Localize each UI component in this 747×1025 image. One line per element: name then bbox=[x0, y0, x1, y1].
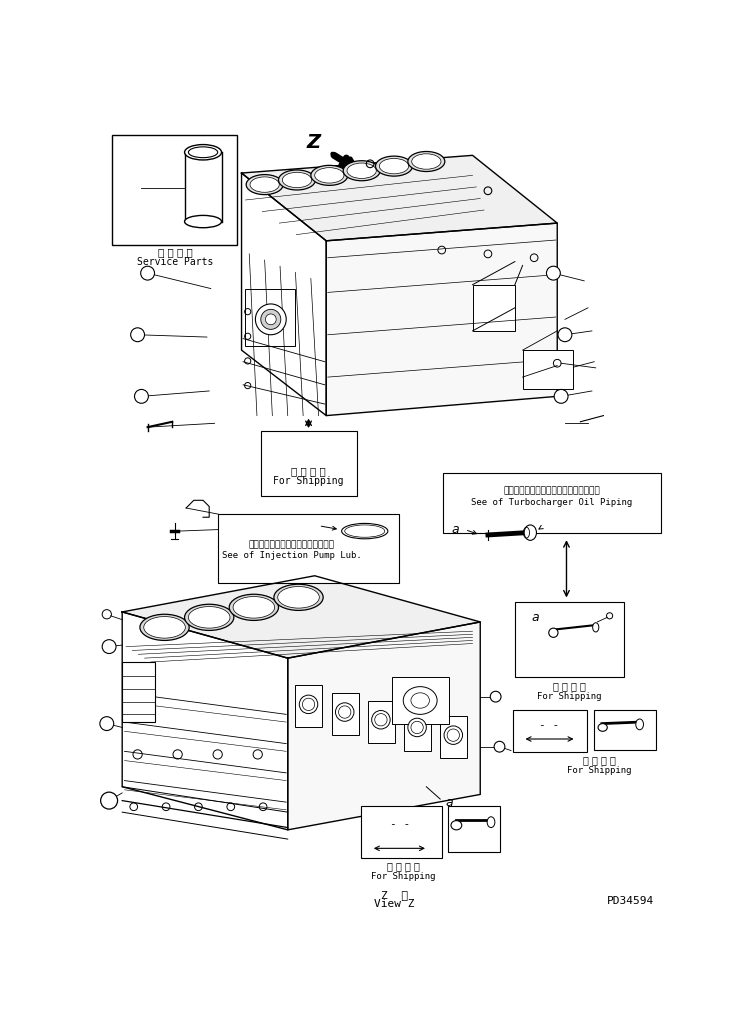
Ellipse shape bbox=[261, 310, 281, 329]
Ellipse shape bbox=[558, 328, 572, 341]
Polygon shape bbox=[288, 622, 480, 830]
Text: Service Parts: Service Parts bbox=[137, 256, 214, 266]
Ellipse shape bbox=[547, 266, 560, 280]
Polygon shape bbox=[241, 156, 557, 241]
Bar bbox=[404, 708, 431, 750]
Ellipse shape bbox=[335, 703, 354, 722]
Ellipse shape bbox=[451, 821, 462, 830]
Ellipse shape bbox=[185, 605, 234, 630]
Bar bbox=[515, 602, 624, 678]
Ellipse shape bbox=[140, 614, 189, 641]
Text: 運 搬 部 品: 運 搬 部 品 bbox=[387, 861, 420, 871]
Bar bbox=[296, 685, 323, 728]
Ellipse shape bbox=[347, 163, 376, 178]
Ellipse shape bbox=[412, 154, 441, 169]
Ellipse shape bbox=[311, 165, 348, 186]
Ellipse shape bbox=[185, 215, 222, 228]
Text: For Shipping: For Shipping bbox=[537, 692, 602, 701]
Ellipse shape bbox=[101, 792, 117, 809]
Ellipse shape bbox=[444, 726, 462, 744]
Bar bbox=[246, 289, 296, 346]
Ellipse shape bbox=[554, 390, 568, 403]
Ellipse shape bbox=[487, 817, 495, 827]
Bar bbox=[332, 693, 359, 735]
Ellipse shape bbox=[372, 710, 390, 729]
Bar bbox=[443, 474, 661, 533]
Text: 運 搬 部 品: 運 搬 部 品 bbox=[553, 682, 586, 692]
Bar bbox=[448, 806, 500, 852]
Ellipse shape bbox=[379, 159, 409, 174]
Ellipse shape bbox=[408, 719, 427, 737]
Text: See of Turbocharger Oil Piping: See of Turbocharger Oil Piping bbox=[471, 498, 633, 507]
Text: View Z: View Z bbox=[374, 899, 415, 909]
Bar bbox=[594, 709, 656, 749]
Ellipse shape bbox=[233, 597, 275, 618]
Ellipse shape bbox=[265, 314, 276, 325]
Text: For Shipping: For Shipping bbox=[567, 766, 632, 775]
Ellipse shape bbox=[376, 156, 412, 176]
Text: a: a bbox=[452, 523, 459, 536]
Bar bbox=[361, 806, 441, 858]
Text: 補 給 専 用: 補 給 専 用 bbox=[158, 247, 193, 257]
Ellipse shape bbox=[314, 168, 344, 183]
Ellipse shape bbox=[250, 177, 279, 193]
Ellipse shape bbox=[403, 687, 437, 714]
Ellipse shape bbox=[131, 328, 144, 341]
Text: PD34594: PD34594 bbox=[607, 896, 654, 906]
Text: - -: - - bbox=[390, 819, 410, 828]
Ellipse shape bbox=[598, 724, 607, 731]
Ellipse shape bbox=[636, 719, 643, 730]
Ellipse shape bbox=[494, 741, 505, 752]
Bar bbox=[261, 430, 357, 496]
Text: For Shipping: For Shipping bbox=[273, 476, 344, 486]
Ellipse shape bbox=[188, 147, 217, 158]
Ellipse shape bbox=[100, 716, 114, 731]
Ellipse shape bbox=[341, 524, 388, 539]
Text: See of Injection Pump Lub.: See of Injection Pump Lub. bbox=[222, 551, 362, 561]
Bar bbox=[218, 515, 400, 583]
Bar bbox=[368, 700, 394, 743]
Ellipse shape bbox=[343, 161, 380, 180]
Ellipse shape bbox=[188, 607, 230, 628]
Ellipse shape bbox=[408, 152, 444, 171]
Text: Z: Z bbox=[306, 133, 320, 152]
Ellipse shape bbox=[102, 640, 116, 654]
Text: ターボチャージャオイルパイピング参照: ターボチャージャオイルパイピング参照 bbox=[503, 487, 601, 495]
Bar bbox=[473, 285, 515, 331]
Ellipse shape bbox=[279, 170, 315, 190]
Ellipse shape bbox=[229, 594, 279, 620]
Ellipse shape bbox=[282, 172, 311, 188]
Ellipse shape bbox=[278, 586, 319, 608]
Bar bbox=[112, 134, 237, 245]
Text: a: a bbox=[446, 796, 453, 810]
Bar bbox=[523, 351, 573, 388]
Bar bbox=[123, 662, 155, 722]
Ellipse shape bbox=[143, 617, 185, 639]
Text: 運 搬 部 品: 運 搬 部 品 bbox=[583, 755, 616, 766]
Polygon shape bbox=[123, 576, 480, 658]
Text: インジェクションポンプルーブ参照: インジェクションポンプルーブ参照 bbox=[249, 540, 335, 549]
Bar bbox=[513, 709, 586, 752]
Ellipse shape bbox=[592, 623, 599, 632]
Polygon shape bbox=[326, 223, 557, 415]
Ellipse shape bbox=[255, 304, 286, 335]
Ellipse shape bbox=[549, 628, 558, 638]
Bar bbox=[391, 678, 450, 724]
Ellipse shape bbox=[134, 390, 149, 403]
Polygon shape bbox=[123, 612, 288, 830]
Ellipse shape bbox=[524, 525, 536, 540]
Text: a: a bbox=[532, 611, 539, 624]
Polygon shape bbox=[241, 173, 326, 415]
Ellipse shape bbox=[247, 174, 283, 195]
Ellipse shape bbox=[140, 266, 155, 280]
Text: - -: - - bbox=[539, 721, 560, 730]
Ellipse shape bbox=[185, 145, 222, 160]
Text: 運 搬 部 品: 運 搬 部 品 bbox=[291, 466, 326, 476]
Ellipse shape bbox=[300, 695, 317, 713]
Text: Z  視: Z 視 bbox=[380, 890, 408, 900]
Text: For Shipping: For Shipping bbox=[371, 871, 436, 880]
Bar bbox=[440, 715, 467, 758]
Ellipse shape bbox=[274, 584, 323, 611]
Ellipse shape bbox=[490, 691, 501, 702]
